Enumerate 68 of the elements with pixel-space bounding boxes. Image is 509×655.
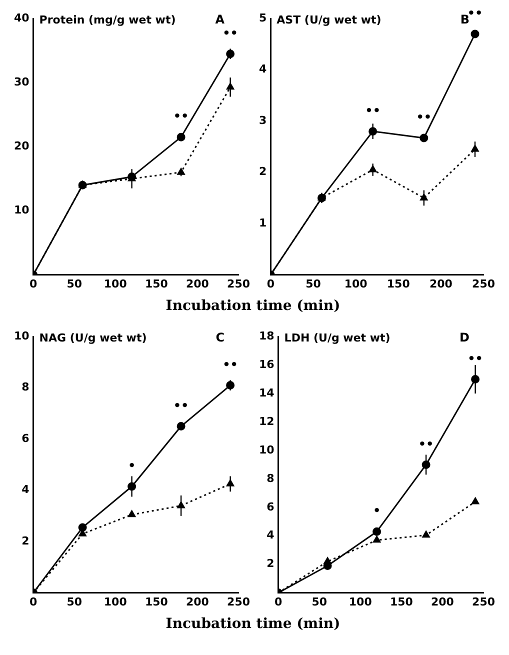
y-tick-label: 12 [258,414,274,428]
y-tick-label: 16 [258,358,275,371]
y-tick-label: 4 [22,483,30,496]
y-tick-label: 8 [22,380,30,394]
x-tick-label: 200 [430,595,454,608]
x-tick-label: 0 [29,595,38,608]
y-tick-label: 6 [22,432,30,445]
annotation: •• [173,109,189,124]
x-tick-label: 150 [386,277,410,290]
x-tick-label: 250 [227,277,250,290]
y-tick-label: 30 [14,76,30,89]
x-tick-label: 150 [390,595,414,608]
annotation: •• [222,26,238,40]
annotation: •• [418,436,434,451]
y-tick-label: 2 [22,534,30,548]
y-tick-label: 10 [14,204,30,217]
x-tick-label: 50 [66,595,82,608]
x-tick-label: 100 [344,277,368,290]
annotation: • [372,504,381,518]
chart-title: AST (U/g wet wt) [276,13,382,26]
y-tick-label: 14 [258,386,275,400]
y-tick-label: 1 [259,216,267,230]
y-tick-label: 20 [14,140,30,153]
x-tick-label: 150 [144,277,168,290]
y-tick-label: 5 [259,11,267,24]
y-tick-label: 10 [258,443,275,456]
x-tick-label: 200 [429,277,453,290]
x-tick-label: 150 [144,595,168,608]
x-tick-label: 0 [266,277,275,290]
y-tick-label: 6 [266,500,275,514]
x-tick-label: 50 [312,595,328,608]
x-tick-label: 0 [274,595,282,608]
chart-title: NAG (U/g wet wt) [39,331,147,344]
x-tick-label: 200 [186,277,210,290]
y-tick-label: 2 [266,557,274,570]
x-tick-label: 100 [104,277,128,290]
chart-title: Protein (mg/g wet wt) [39,13,176,26]
x-tick-label: 250 [472,595,496,608]
annotation: B [460,12,470,27]
x-tick-label: 250 [472,277,496,290]
y-tick-label: 10 [14,329,30,342]
annotation: A [215,12,226,27]
annotation: • [128,458,136,473]
x-tick-label: 100 [348,595,372,608]
annotation: C [216,330,225,345]
annotation: •• [468,351,483,366]
y-tick-label: 4 [266,528,275,542]
y-tick-label: 4 [259,62,267,76]
annotation: D [460,330,470,345]
x-tick-label: 50 [306,277,322,290]
x-tick-label: 250 [227,595,250,608]
annotation: •• [365,103,380,118]
x-axis-title: Incubation time (min) [164,616,342,632]
x-tick-label: 50 [66,277,82,290]
y-tick-label: 2 [259,165,267,178]
x-tick-label: 200 [186,595,210,608]
y-tick-label: 18 [258,329,274,342]
annotation: •• [416,110,432,124]
annotation: •• [173,398,189,412]
x-axis-title: Incubation time (min) [164,298,342,314]
y-tick-label: 3 [259,114,267,127]
y-tick-label: 8 [266,472,274,485]
x-tick-label: 100 [104,595,128,608]
y-tick-label: 40 [14,11,30,24]
annotation: •• [467,6,483,20]
annotation: •• [222,357,238,372]
x-tick-label: 0 [29,277,38,290]
chart-title: LDH (U/g wet wt) [284,331,390,344]
